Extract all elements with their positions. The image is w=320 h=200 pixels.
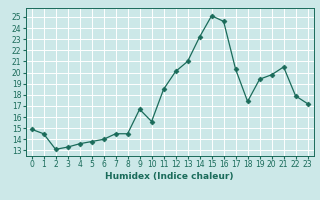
- X-axis label: Humidex (Indice chaleur): Humidex (Indice chaleur): [105, 172, 234, 181]
